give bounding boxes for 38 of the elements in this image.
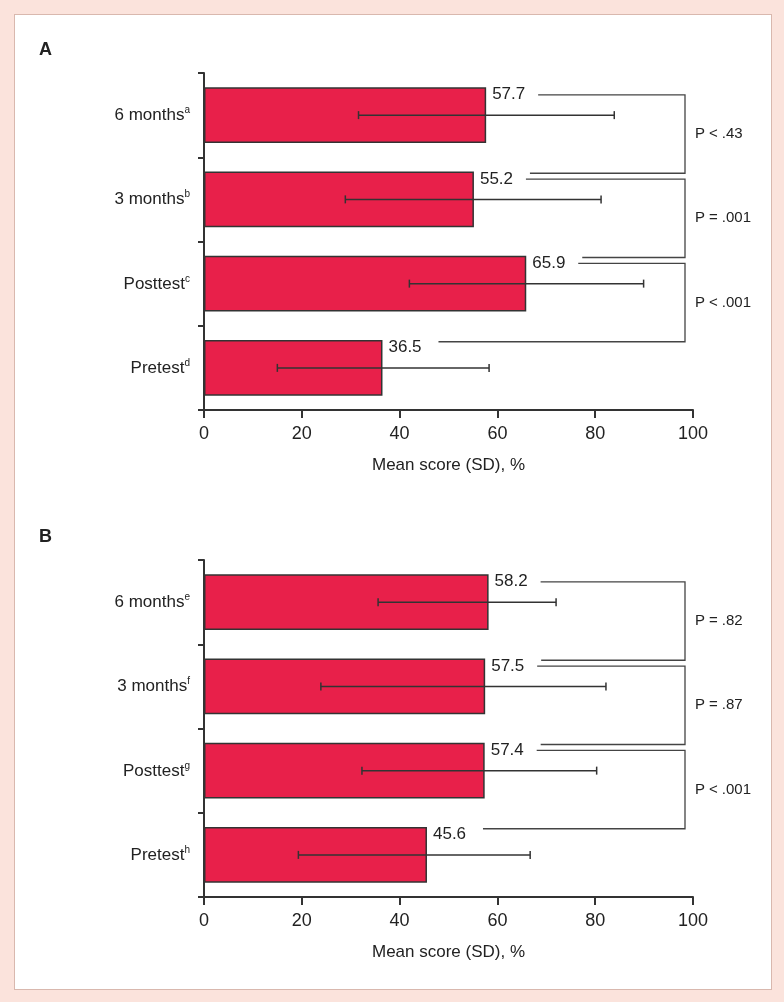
data-label: 57.5 (491, 655, 525, 675)
y-tick-label: Posttest$^{g}$ (123, 759, 190, 781)
x-tick-label: 0 (198, 423, 210, 443)
x-axis-title: Mean score (SD), % (371, 942, 526, 961)
x-tick-label: 40 (389, 910, 410, 930)
x-tick-label: 100 (677, 910, 709, 930)
x-axis-title: Mean score (SD), % (371, 455, 526, 474)
text: P = .87 (695, 695, 743, 714)
text: B (39, 526, 52, 548)
text: P = .82 (695, 611, 743, 630)
y-tick-label: 6 months$^{e}$ (114, 591, 190, 613)
x-tick-label: 80 (585, 910, 606, 930)
text: P = .001 (695, 208, 752, 227)
x-tick-label: 60 (487, 423, 508, 443)
x-tick-label: 80 (585, 423, 606, 443)
text: P < .001 (695, 292, 752, 311)
data-label: 65.9 (532, 252, 566, 272)
data-label: 36.5 (388, 337, 422, 357)
data-label: 57.4 (490, 739, 524, 759)
y-tick-label: Posttest$^{c}$ (123, 272, 190, 294)
data-label: 45.6 (432, 824, 467, 844)
text: A (39, 39, 52, 61)
x-tick-label: 100 (677, 423, 709, 443)
y-tick-label: 6 months$^{a}$ (114, 104, 190, 126)
x-tick-label: 40 (389, 423, 410, 443)
text: P < .001 (695, 779, 752, 798)
data-label: 58.2 (494, 571, 528, 591)
y-tick-label: Pretest$^{d}$ (130, 356, 190, 378)
x-tick-label: 20 (291, 423, 312, 443)
y-tick-label: 3 months$^{b}$ (114, 188, 190, 210)
x-tick-label: 20 (291, 910, 312, 930)
text: P < .43 (695, 124, 743, 143)
y-tick-label: Pretest$^{h}$ (130, 843, 190, 865)
data-label: 55.2 (479, 168, 514, 188)
y-tick-label: 3 months$^{f}$ (117, 675, 190, 697)
x-tick-label: 60 (487, 910, 508, 930)
x-tick-label: 0 (198, 910, 210, 930)
data-label: 57.7 (492, 84, 526, 104)
